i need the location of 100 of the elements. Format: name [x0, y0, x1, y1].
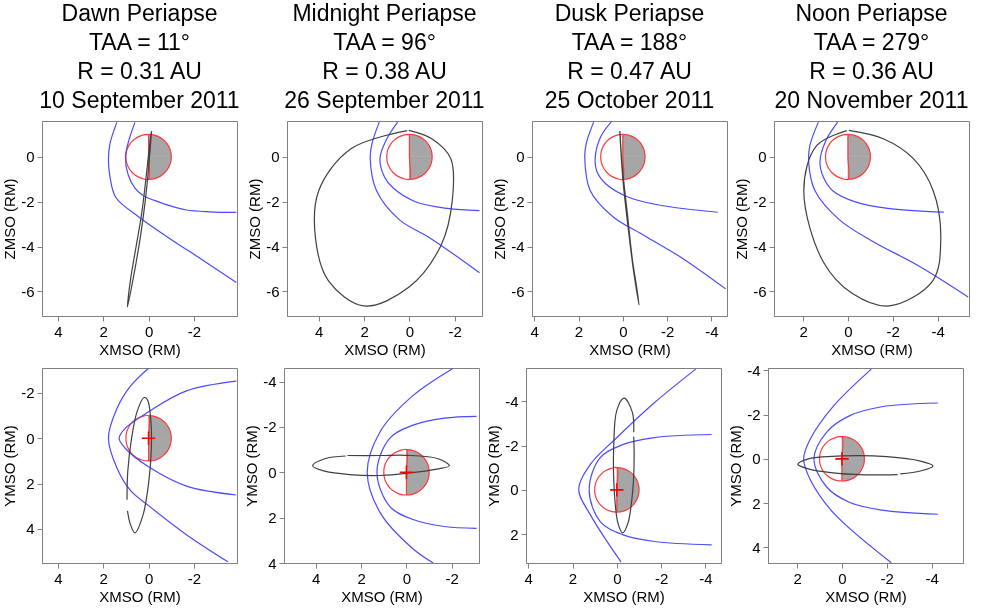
y-tick-label: -2	[21, 193, 35, 211]
y-tick-label: 0	[510, 481, 519, 499]
x-tick-label: 0	[144, 569, 154, 587]
x-tick-label: 2	[360, 322, 369, 340]
x-tick-label: -4	[931, 322, 945, 340]
x-tick-label: 2	[357, 569, 366, 587]
x-tick-label: 0	[844, 322, 853, 340]
y-tick-label: -4	[266, 238, 280, 256]
y-tick-label: -4	[21, 238, 35, 256]
line-series	[824, 133, 871, 181]
y-tick-label: -4	[747, 361, 761, 379]
line-series	[803, 129, 942, 307]
x-axis-title: XMSO (RM)	[831, 340, 913, 358]
x-tick-label: 4	[54, 569, 63, 587]
x-axis-title: XMSO (RM)	[99, 587, 181, 605]
x-tick-label: 0	[838, 569, 847, 587]
line-series	[803, 368, 892, 563]
x-tick-label: 0	[144, 322, 154, 340]
x-tick-label: 4	[54, 322, 63, 340]
line-series	[379, 121, 481, 212]
y-axis-title: ZMSO (RM)	[491, 178, 509, 260]
x-tick-label: 2	[99, 322, 108, 340]
line-series	[807, 121, 969, 298]
x-tick-label: 2	[574, 322, 584, 340]
x-tick-label: 0	[619, 322, 628, 340]
chart-title: Midnight Periapse TAA = 96° R = 0.38 AU 26 September 2011	[284, 0, 485, 113]
line-series	[366, 368, 454, 563]
y-tick-label: 0	[268, 463, 277, 481]
y-tick-label: -2	[266, 193, 280, 211]
y-tick-label: -6	[753, 282, 767, 300]
line-series	[819, 121, 945, 213]
chart-title: Noon Periapse TAA = 279° R = 0.36 AU 20 November 2011	[774, 0, 969, 113]
y-axis-title: ZMSO (RM)	[1, 178, 19, 260]
line-series	[107, 121, 237, 283]
y-tick-label: 2	[268, 509, 277, 527]
x-tick-label: -2	[880, 569, 894, 587]
line-series	[584, 121, 727, 290]
x-axis-title: XMSO (RM)	[589, 340, 671, 358]
y-tick-label: -4	[263, 373, 277, 391]
x-tick-label: -2	[655, 569, 669, 587]
y-tick-label: -4	[511, 238, 525, 256]
line-series	[594, 466, 640, 513]
x-tick-label: 4	[312, 569, 321, 587]
y-tick-label: -2	[505, 437, 519, 455]
y-tick-label: -2	[511, 193, 525, 211]
x-tick-label: -2	[661, 322, 675, 340]
x-axis-title: XMSO (RM)	[344, 340, 426, 358]
line-series	[594, 121, 719, 213]
line-series	[813, 402, 939, 515]
y-tick-label: -6	[21, 282, 35, 300]
line-series	[383, 448, 430, 496]
x-tick-label: -2	[448, 322, 462, 340]
y-tick-label: 0	[26, 429, 35, 447]
y-tick-label: 0	[516, 148, 525, 166]
line-series	[386, 133, 433, 181]
y-tick-label: -2	[21, 384, 35, 402]
x-axis-title: XMSO (RM)	[99, 340, 181, 358]
x-tick-label: -4	[699, 569, 713, 587]
y-axis-title: ZMSO (RM)	[246, 178, 264, 260]
x-tick-label: 2	[799, 322, 808, 340]
line-series	[376, 415, 478, 529]
x-tick-label: 2	[793, 569, 802, 587]
y-tick-label: 2	[510, 525, 519, 543]
line-series	[125, 133, 172, 181]
chart-title: Dawn Periapse TAA = 11° R = 0.31 AU 10 September 2011	[39, 0, 240, 113]
y-axis-title: YMSO (RM)	[1, 425, 19, 507]
y-tick-label: -4	[753, 238, 767, 256]
line-series	[578, 368, 697, 563]
y-axis-title: YMSO (RM)	[727, 425, 745, 507]
x-tick-label: -4	[925, 569, 939, 587]
y-tick-label: 4	[752, 538, 761, 556]
y-tick-label: 0	[758, 148, 767, 166]
x-tick-label: 0	[405, 322, 415, 340]
y-tick-label: 0	[752, 450, 761, 468]
x-axis-title: XMSO (RM)	[583, 587, 665, 605]
line-series	[600, 133, 646, 181]
y-axis-title: YMSO (RM)	[485, 425, 503, 507]
x-tick-label: 0	[402, 569, 412, 587]
y-tick-label: -2	[263, 418, 277, 436]
x-axis-title: XMSO (RM)	[341, 587, 423, 605]
y-axis-title: ZMSO (RM)	[733, 178, 751, 260]
x-axis-title: XMSO (RM)	[825, 587, 907, 605]
line-series	[118, 380, 237, 496]
y-tick-label: -6	[511, 282, 525, 300]
y-tick-label: -6	[266, 282, 280, 300]
y-tick-label: -2	[753, 193, 767, 211]
chart-title: Dusk Periapse TAA = 188° R = 0.47 AU 25 October 2011	[544, 0, 715, 113]
y-tick-label: 4	[268, 554, 277, 572]
x-tick-label: 2	[568, 569, 578, 587]
y-tick-label: 4	[26, 520, 35, 538]
x-tick-label: -2	[187, 569, 202, 587]
x-tick-label: -2	[886, 322, 900, 340]
x-tick-label: -2	[187, 322, 202, 340]
y-tick-label: -2	[747, 406, 761, 424]
line-series	[124, 121, 237, 214]
line-series	[818, 435, 865, 482]
line-series	[107, 368, 229, 563]
y-tick-label: 0	[271, 148, 280, 166]
x-tick-label: 4	[315, 322, 324, 340]
line-series	[588, 433, 713, 546]
